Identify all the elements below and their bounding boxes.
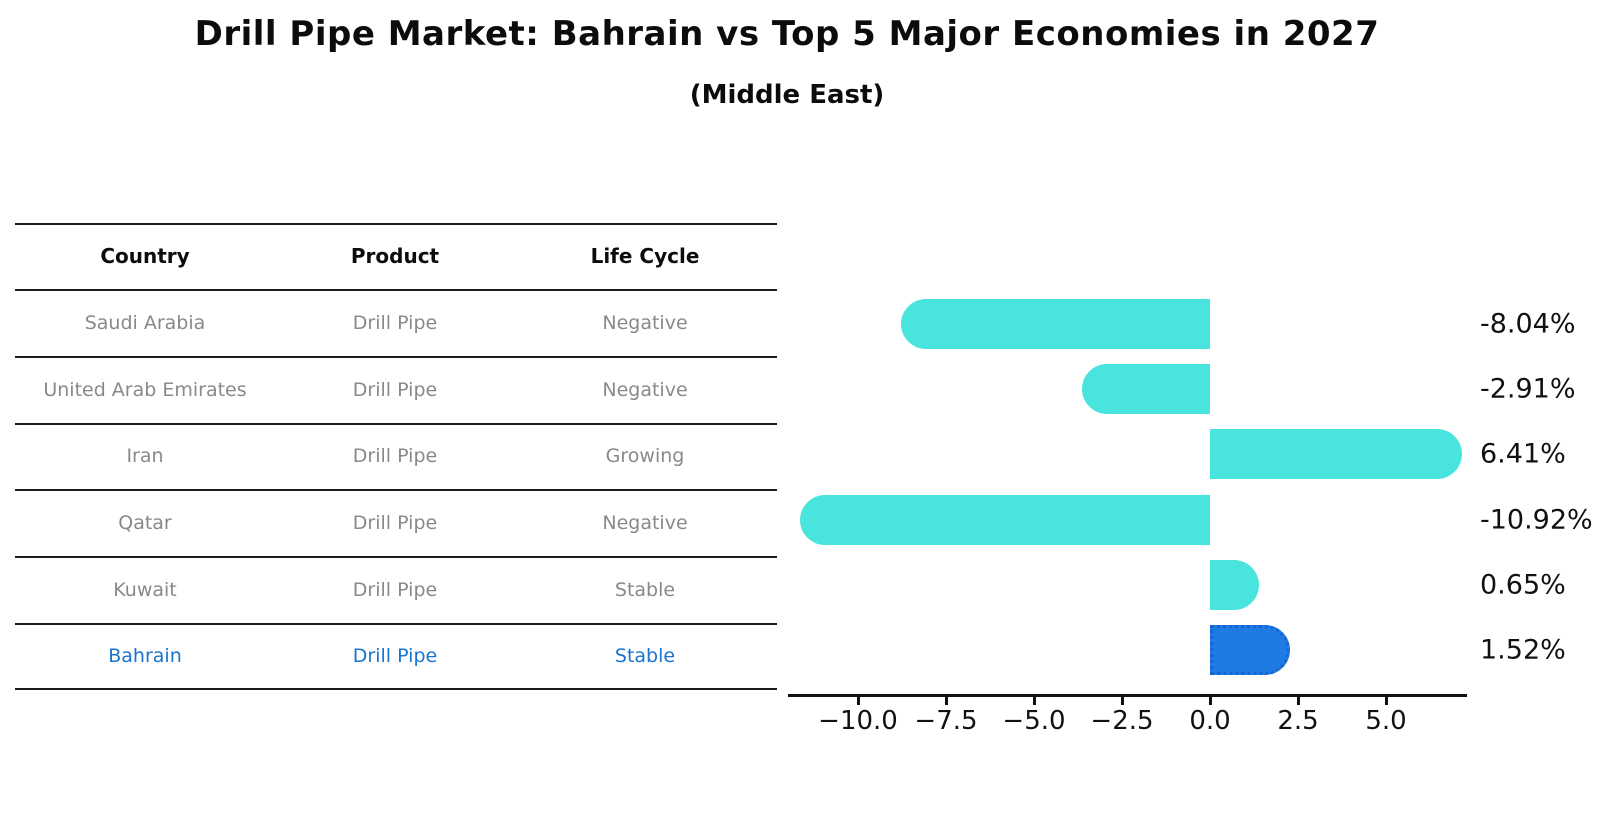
x-axis-line	[788, 694, 1467, 697]
value-label-bahrain: 1.52%	[1480, 634, 1566, 666]
table-rule	[15, 556, 777, 558]
table-rule	[15, 289, 777, 291]
bar-united-arab-emirates	[1081, 364, 1210, 414]
bar-kuwait	[1210, 560, 1259, 610]
table-rule	[15, 356, 777, 358]
table-rule	[15, 623, 777, 625]
lifecycle-cell: Stable	[614, 578, 676, 601]
country-cell: Saudi Arabia	[84, 311, 206, 334]
x-axis-tick	[944, 696, 948, 705]
bar-iran	[1210, 429, 1462, 479]
x-axis-tick	[1296, 696, 1300, 705]
x-axis-tick-label: 0.0	[1189, 706, 1231, 736]
x-axis-tick-label: −7.5	[914, 706, 978, 736]
bar-saudi-arabia	[900, 299, 1210, 349]
product-cell: Drill Pipe	[352, 578, 438, 601]
value-label-saudi-arabia: -8.04%	[1480, 308, 1576, 340]
x-axis-tick	[1208, 696, 1212, 705]
x-axis-tick	[856, 696, 860, 705]
table-rule	[15, 423, 777, 425]
product-cell: Drill Pipe	[352, 644, 438, 667]
x-axis-tick-label: −10.0	[818, 706, 898, 736]
bar-bahrain	[1210, 625, 1290, 675]
country-cell: Iran	[126, 445, 164, 467]
country-cell: United Arab Emirates	[43, 378, 247, 401]
product-cell: Drill Pipe	[352, 311, 438, 334]
value-label-kuwait: 0.65%	[1480, 569, 1566, 601]
x-axis-tick	[1384, 696, 1388, 705]
x-axis-tick-label: −2.5	[1090, 706, 1154, 736]
lifecycle-cell: Stable	[614, 644, 676, 667]
country-cell: Bahrain	[108, 644, 182, 667]
table-rule	[15, 489, 777, 491]
value-label-iran: 6.41%	[1480, 438, 1566, 470]
x-axis-tick-label: 5.0	[1365, 706, 1407, 736]
x-axis-tick	[1120, 696, 1124, 705]
chart-subtitle: (Middle East)	[689, 80, 885, 110]
chart-title: Drill Pipe Market: Bahrain vs Top 5 Majo…	[194, 14, 1380, 54]
column-header-country: Country	[100, 244, 190, 268]
column-header-product: Product	[350, 244, 440, 268]
x-axis-tick	[1032, 696, 1036, 705]
column-header-life-cycle: Life Cycle	[590, 244, 700, 268]
country-cell: Qatar	[118, 511, 172, 534]
x-axis-tick-label: −5.0	[1002, 706, 1066, 736]
lifecycle-cell: Negative	[602, 378, 688, 401]
table-rule	[15, 688, 777, 690]
product-cell: Drill Pipe	[352, 445, 438, 467]
bar-qatar	[799, 495, 1210, 545]
table-rule	[15, 223, 777, 225]
product-cell: Drill Pipe	[352, 378, 438, 401]
lifecycle-cell: Negative	[602, 511, 688, 534]
value-label-qatar: -10.92%	[1480, 504, 1593, 536]
lifecycle-cell: Negative	[602, 311, 688, 334]
product-cell: Drill Pipe	[352, 511, 438, 534]
lifecycle-cell: Growing	[605, 445, 685, 467]
x-axis-tick-label: 2.5	[1277, 706, 1319, 736]
value-label-united-arab-emirates: -2.91%	[1480, 373, 1576, 405]
country-cell: Kuwait	[113, 578, 177, 601]
